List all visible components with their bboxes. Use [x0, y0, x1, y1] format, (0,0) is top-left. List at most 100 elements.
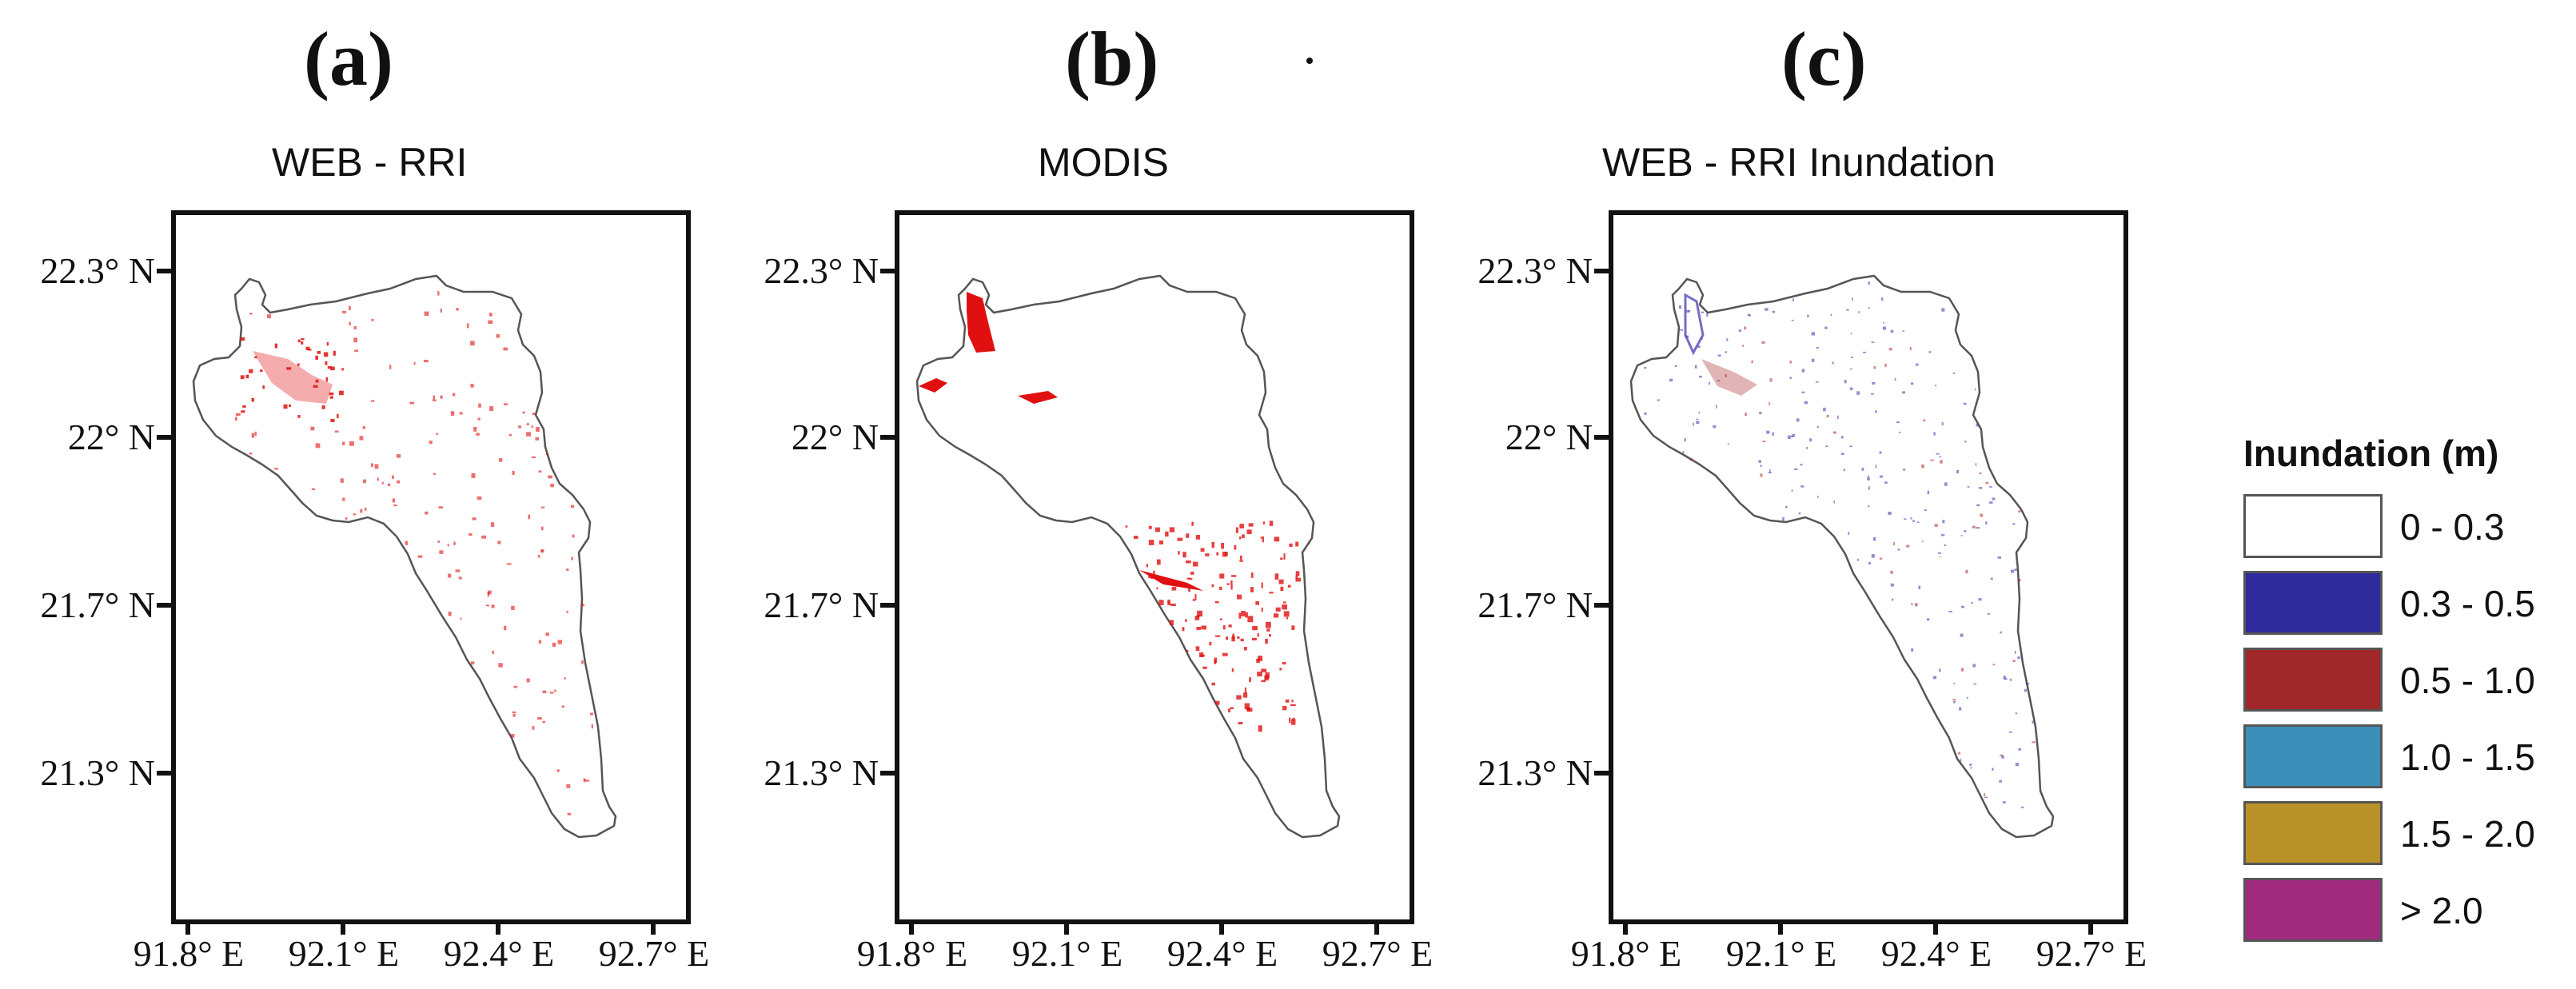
lon-tick	[2088, 922, 2093, 935]
flood-pixel	[1158, 600, 1164, 606]
flood-pixel	[542, 720, 545, 724]
inundation-pixel	[1816, 496, 1819, 498]
flood-pixel	[1156, 587, 1158, 590]
flood-pixel	[1265, 638, 1268, 644]
flood-pixel	[478, 403, 481, 408]
inundation-pixel	[1816, 425, 1820, 429]
inundation-pixel	[1930, 459, 1934, 461]
flood-pixel	[481, 535, 487, 539]
inundation-pixel	[1924, 508, 1927, 512]
flood-pixel	[1231, 668, 1234, 672]
flood-pixel	[581, 660, 584, 664]
flood-pixel	[1192, 599, 1195, 601]
legend-swatch	[2243, 724, 2383, 788]
flood-pixel	[1190, 577, 1193, 580]
flood-pixel	[301, 341, 304, 345]
inundation-pixel	[1953, 700, 1956, 704]
flood-pixel	[1195, 646, 1200, 652]
district-boundary	[1629, 274, 2055, 839]
inundation-pixel	[2014, 651, 2016, 654]
flood-pixel	[1196, 626, 1202, 630]
flood-pixel	[1230, 580, 1233, 584]
flood-patch-central	[1018, 391, 1058, 404]
flood-pixel	[1156, 559, 1161, 565]
flood-pixel	[448, 573, 452, 578]
flood-pixel	[1256, 658, 1260, 664]
flood-pixel	[345, 517, 348, 520]
lat-label-a-4: 21.3° N	[40, 752, 155, 793]
legend-title: Inundation (m)	[2243, 433, 2499, 474]
flood-pixel	[1295, 575, 1298, 579]
inundation-pixel	[1861, 467, 1864, 471]
flood-pixel	[377, 477, 379, 481]
flood-pixel	[1125, 525, 1128, 528]
flood-pixel	[532, 413, 536, 416]
inundation-pixel	[2032, 741, 2036, 744]
flood-pixel	[485, 604, 489, 607]
lat-label-c-4: 21.3° N	[1477, 752, 1593, 793]
flood-pixel	[1243, 646, 1247, 651]
legend-label: 1.5 - 2.0	[2400, 813, 2535, 855]
flood-pixel	[1274, 573, 1279, 580]
lon-label-b-3: 92.4° E	[1166, 933, 1278, 974]
flood-pixel	[1219, 573, 1225, 579]
flood-pixel	[526, 678, 530, 683]
inundation-pixel	[1902, 469, 1906, 471]
flood-pixel	[490, 522, 495, 527]
flood-pixel	[518, 425, 521, 429]
flood-pixel	[353, 325, 357, 330]
inundation-pixel	[1751, 360, 1753, 364]
inundation-pixel	[1850, 333, 1852, 335]
flood-pixel	[1264, 675, 1269, 681]
inundation-pixel	[1882, 326, 1887, 330]
flood-pixel	[249, 453, 253, 455]
lon-label-b-2: 92.1° E	[1011, 933, 1123, 974]
inundation-pixel	[1979, 472, 1982, 475]
flood-pixel	[1230, 707, 1234, 709]
inundation-pixel	[2015, 763, 2020, 767]
map-panel-c	[1609, 210, 2128, 924]
inundation-pixel	[1768, 472, 1772, 474]
flood-pixel	[1273, 613, 1279, 618]
flood-pixel	[447, 544, 449, 547]
inundation-pixel	[1871, 554, 1875, 558]
flood-pixel	[456, 308, 459, 311]
inundation-pixel	[1867, 477, 1870, 481]
flood-pixel	[1260, 536, 1262, 539]
flood-pixel	[1280, 586, 1284, 592]
inundation-pixel	[2000, 631, 2002, 634]
inundation-pixel	[1985, 481, 1989, 485]
flood-pixel	[497, 540, 501, 544]
lat-tick	[880, 603, 895, 608]
panel-a-letter: (a)	[304, 16, 393, 102]
inundation-pixel	[1696, 418, 1699, 421]
flood-pixel	[340, 478, 344, 483]
inundation-pixel	[2009, 678, 2012, 681]
flood-pixel	[1282, 604, 1288, 610]
lat-label-c-2: 22° N	[1505, 417, 1593, 457]
flood-pixel	[417, 555, 423, 558]
inundation-pixel	[1942, 520, 1945, 524]
flood-pixel	[396, 454, 401, 458]
inundation-pixel	[1992, 664, 1996, 666]
flood-pixel	[353, 513, 357, 516]
inundation-pixel	[1811, 332, 1816, 336]
lon-tick	[1623, 922, 1628, 935]
flood-pixel	[512, 470, 515, 476]
inundation-pixel	[1832, 431, 1836, 434]
inundation-pixel	[2018, 510, 2021, 513]
flood-pixel	[1211, 584, 1214, 588]
lat-tick	[1594, 603, 1609, 608]
flood-pixel	[589, 712, 593, 716]
flood-pixel	[542, 690, 547, 693]
inundation-pixel	[1789, 361, 1792, 364]
flood-pixel	[423, 359, 429, 363]
flood-pixel	[297, 363, 300, 366]
inundation-pixel	[1959, 707, 1962, 711]
flood-pixel	[249, 313, 253, 315]
flood-patch-north	[967, 292, 995, 353]
inundation-pixel	[1697, 345, 1701, 349]
flood-pixel	[1200, 654, 1205, 657]
flood-pixel	[1154, 527, 1160, 532]
inundation-pixel	[1911, 648, 1914, 652]
